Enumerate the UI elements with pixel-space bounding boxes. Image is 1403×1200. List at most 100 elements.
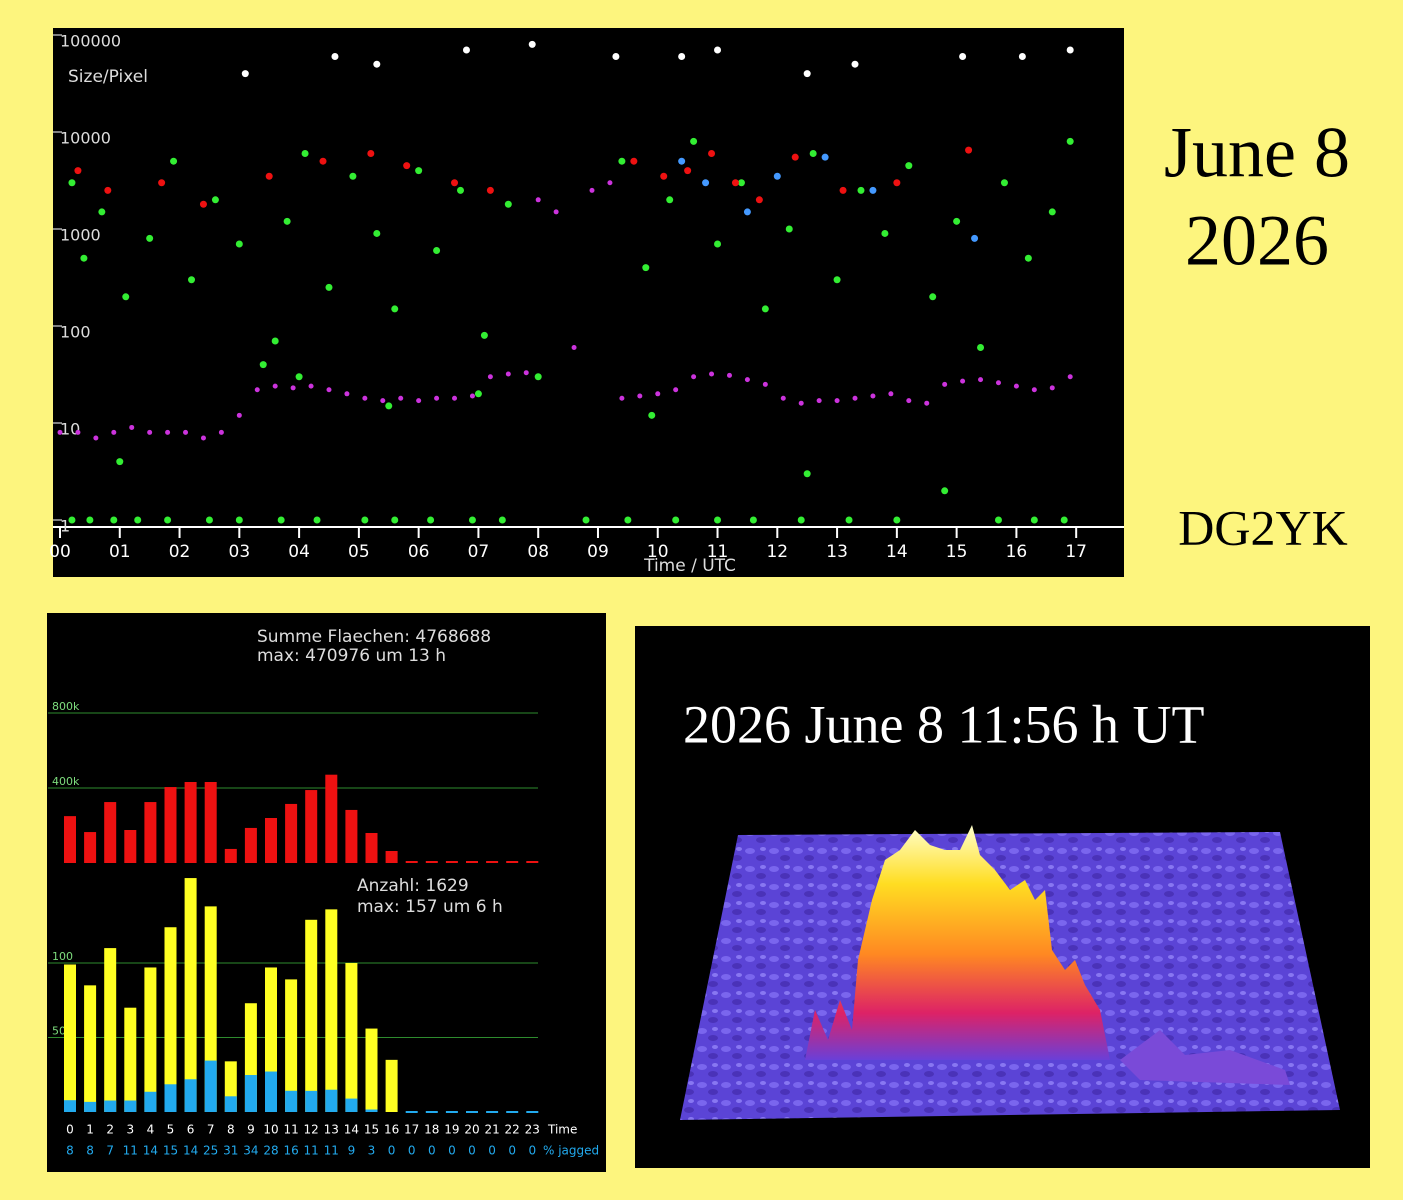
data-point [780, 395, 786, 401]
data-point [1024, 254, 1032, 262]
data-point [709, 371, 715, 377]
data-point [1048, 208, 1056, 216]
data-point [714, 516, 722, 524]
annotation: max: 470976 um 13 h [257, 646, 446, 666]
data-point [68, 179, 76, 187]
x-tick-label: 15 [364, 1123, 379, 1137]
count-bar [164, 927, 177, 1112]
data-point [571, 345, 577, 351]
data-point [283, 217, 291, 225]
data-point [744, 377, 750, 383]
area-bar [285, 803, 298, 863]
data-point [146, 234, 154, 242]
y-tick-label: 100000 [60, 32, 121, 51]
x-tick-label: 07 [468, 542, 490, 562]
x-tick-label: 08 [527, 542, 549, 562]
data-point [111, 429, 117, 435]
data-point [737, 179, 745, 187]
count-bar [305, 919, 318, 1112]
data-point [183, 429, 189, 435]
data-point [942, 381, 948, 387]
data-point [637, 393, 643, 399]
jagged-label: 0 [468, 1144, 476, 1158]
data-point [953, 217, 961, 225]
data-point [690, 137, 698, 145]
data-point [308, 383, 314, 389]
x-tick-label: 22 [505, 1123, 520, 1137]
y-tick-label: 10 [60, 420, 80, 439]
data-point [403, 162, 411, 170]
jagged-label: 11 [324, 1144, 339, 1158]
data-point [236, 412, 242, 418]
jagged-label: 34 [243, 1144, 258, 1158]
jagged-label: 11 [304, 1144, 319, 1158]
data-point [1000, 179, 1008, 187]
count-bar [64, 964, 76, 1112]
data-point [277, 516, 285, 524]
data-point [380, 398, 386, 404]
scatter-panel [53, 28, 1124, 577]
data-point [929, 293, 937, 301]
data-point [618, 157, 626, 165]
jagged-bar [64, 1100, 76, 1112]
data-point [68, 516, 76, 524]
data-point [821, 153, 829, 161]
data-point [959, 53, 967, 61]
x-tick-label: 8 [227, 1123, 235, 1137]
data-point [619, 395, 625, 401]
data-point [761, 305, 769, 313]
data-point [235, 240, 243, 248]
jagged-bar [84, 1101, 97, 1112]
year-line: 2026 [1185, 201, 1329, 281]
data-point [684, 167, 692, 175]
x-tick-label: 13 [324, 1123, 339, 1137]
x-tick-label: 21 [484, 1123, 499, 1137]
data-point [505, 371, 511, 377]
y2-tick-label: 100 [52, 950, 73, 963]
x-tick-label: 4 [147, 1123, 155, 1137]
x-tick-label: 15 [946, 542, 968, 562]
data-point [978, 377, 984, 383]
data-point [93, 435, 99, 441]
x-tick-label: 1 [86, 1123, 94, 1137]
data-point [164, 516, 172, 524]
data-point [678, 53, 686, 61]
data-point [1067, 374, 1073, 380]
data-point [852, 395, 858, 401]
area-bar [144, 802, 157, 863]
data-point [869, 186, 877, 194]
data-point [655, 391, 661, 397]
data-point [994, 516, 1002, 524]
jagged-label: 31 [223, 1144, 238, 1158]
jagged-label: 7 [106, 1144, 114, 1158]
data-point [498, 516, 506, 524]
data-point [1060, 516, 1068, 524]
jagged-label: 9 [348, 1144, 356, 1158]
jagged-label: 14 [183, 1144, 198, 1158]
data-point [803, 70, 811, 78]
count-bar [325, 909, 338, 1112]
x-tick-label: 23 [525, 1123, 540, 1137]
data-point [535, 197, 541, 203]
data-point [816, 398, 822, 404]
data-point [714, 46, 722, 54]
x-tick-label: 01 [109, 542, 131, 562]
data-point [241, 70, 249, 78]
data-point [290, 385, 296, 391]
count-bar [184, 878, 197, 1112]
data-point [415, 167, 423, 175]
data-point [57, 429, 63, 435]
x-tick-label: 2 [106, 1123, 114, 1137]
jagged-label: 25 [203, 1144, 218, 1158]
data-point [480, 331, 488, 339]
data-point [349, 172, 357, 180]
area-bar [345, 809, 358, 863]
data-point [469, 393, 475, 399]
area-bar [204, 782, 217, 863]
data-point [743, 208, 751, 216]
area-bar [365, 833, 378, 863]
data-point [731, 179, 739, 187]
x-tick-label: 17 [404, 1123, 419, 1137]
